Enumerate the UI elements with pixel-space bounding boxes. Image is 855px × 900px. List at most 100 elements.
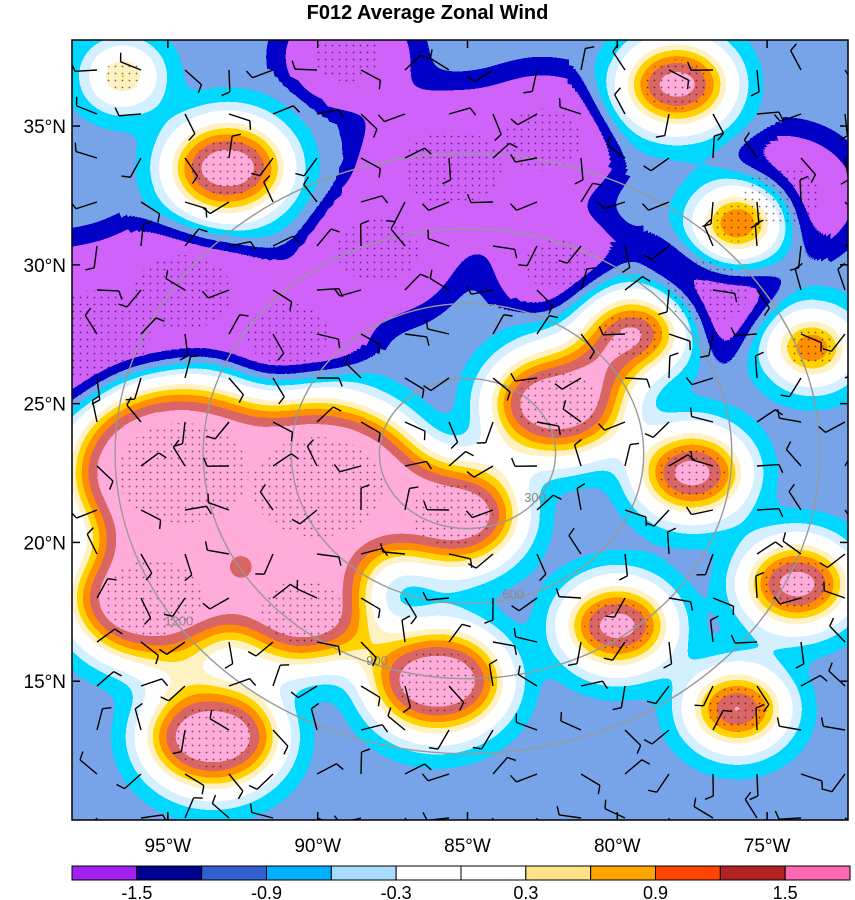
wind-barb xyxy=(184,69,203,94)
wind-barb xyxy=(402,685,412,714)
wind-barb xyxy=(690,450,714,467)
colorbar-bin xyxy=(460,865,527,881)
colorbar-label: 0.3 xyxy=(513,883,538,900)
wind-barb xyxy=(140,509,162,530)
wind-barb xyxy=(560,711,582,731)
wind-barb xyxy=(290,685,318,699)
wind-barb xyxy=(316,333,341,349)
wind-barb xyxy=(580,46,595,71)
wind-barb xyxy=(360,333,381,354)
wind-barb xyxy=(211,794,230,819)
wind-barb xyxy=(624,276,651,291)
plot-frame xyxy=(71,39,849,821)
wind-barb xyxy=(773,596,802,605)
wind-barb xyxy=(536,289,554,315)
wind-barb xyxy=(518,245,538,267)
wind-barb xyxy=(510,154,538,163)
wind-barb xyxy=(756,409,784,423)
wind-barb xyxy=(844,817,848,820)
colorbar-bin xyxy=(719,865,786,881)
wind-barb xyxy=(160,685,186,702)
wind-barb xyxy=(360,484,370,511)
wind-barb xyxy=(492,245,518,259)
wind-barb xyxy=(379,543,406,555)
x-tick-label: 75°W xyxy=(744,836,791,857)
wind-barb xyxy=(703,218,714,247)
wind-barb xyxy=(754,351,764,379)
wind-barb xyxy=(536,421,561,436)
wind-barb xyxy=(668,352,679,379)
wind-barb xyxy=(556,806,582,819)
wind-barb xyxy=(644,421,670,438)
wind-barb xyxy=(844,509,848,516)
wind-barb xyxy=(750,69,760,97)
wind-barb xyxy=(360,69,382,90)
stipple-area xyxy=(602,311,662,357)
wind-barb xyxy=(666,527,677,555)
x-tick-label: 85°W xyxy=(444,836,491,857)
x-tick-label: 90°W xyxy=(294,836,341,857)
wind-barb xyxy=(118,289,142,308)
colorbar-bin xyxy=(136,865,203,881)
y-tick-label: 35°N xyxy=(24,117,66,138)
wind-barb xyxy=(333,464,362,473)
wind-barb xyxy=(404,421,426,441)
wind-barb xyxy=(202,201,230,215)
stipple-area xyxy=(665,261,749,324)
wind-barb xyxy=(163,597,186,617)
wind-barb xyxy=(272,105,301,115)
wind-barb xyxy=(448,623,471,643)
wind-barb xyxy=(646,685,670,705)
stipple-area xyxy=(524,239,591,290)
wind-barb xyxy=(228,678,257,687)
wind-barb xyxy=(428,729,450,750)
wind-barb xyxy=(201,289,230,299)
wind-barb xyxy=(568,527,582,555)
wind-barb xyxy=(789,245,802,271)
wind-barb xyxy=(344,354,362,379)
wind-barb xyxy=(780,377,802,398)
wind-barb xyxy=(404,817,408,820)
wind-barb xyxy=(782,532,802,555)
wind-barb xyxy=(377,113,406,123)
wind-barb xyxy=(756,289,771,316)
wind-barb xyxy=(423,377,450,392)
wind-barb xyxy=(72,63,98,73)
wind-barb xyxy=(799,175,809,203)
wind-barb xyxy=(228,240,257,250)
wind-barb xyxy=(492,314,513,335)
wind-barb xyxy=(360,421,381,442)
wind-barb xyxy=(96,671,122,687)
axis-ticks: 95°W 90°W 85°W 80°W 75°W 35°N 30°N 25°N 20°N 15°N xyxy=(24,40,848,857)
wind-barb xyxy=(140,597,152,625)
wind-barb xyxy=(404,486,419,511)
colorbar-bin xyxy=(590,865,657,881)
colorbar-label: -0.9 xyxy=(251,883,282,900)
wind-barb xyxy=(755,571,765,599)
wind-barb xyxy=(800,773,824,790)
colorbar-bin xyxy=(201,865,268,881)
wind-barb xyxy=(580,333,596,360)
wind-barb xyxy=(574,157,584,185)
wind-barb xyxy=(604,799,626,819)
wind-barb xyxy=(655,113,670,138)
colorbar-bin xyxy=(784,865,851,881)
wind-barb xyxy=(645,509,670,527)
wind-barb xyxy=(820,717,846,731)
wind-barb xyxy=(272,729,289,755)
wind-barb xyxy=(689,407,714,423)
wind-barb xyxy=(140,452,167,467)
range-ring xyxy=(202,227,733,680)
wind-barb xyxy=(425,319,450,335)
wind-barb xyxy=(693,797,714,819)
wind-barb xyxy=(360,157,381,178)
wind-barb xyxy=(427,229,450,247)
wind-barb xyxy=(597,421,626,431)
stipple-area xyxy=(787,329,837,367)
wind-barb xyxy=(510,457,538,468)
wind-barb xyxy=(668,69,690,90)
wind-barb xyxy=(316,641,341,656)
range-rings: 300 600 900 1200 xyxy=(114,152,821,755)
wind-barb xyxy=(228,314,249,335)
wind-barb xyxy=(429,49,450,71)
